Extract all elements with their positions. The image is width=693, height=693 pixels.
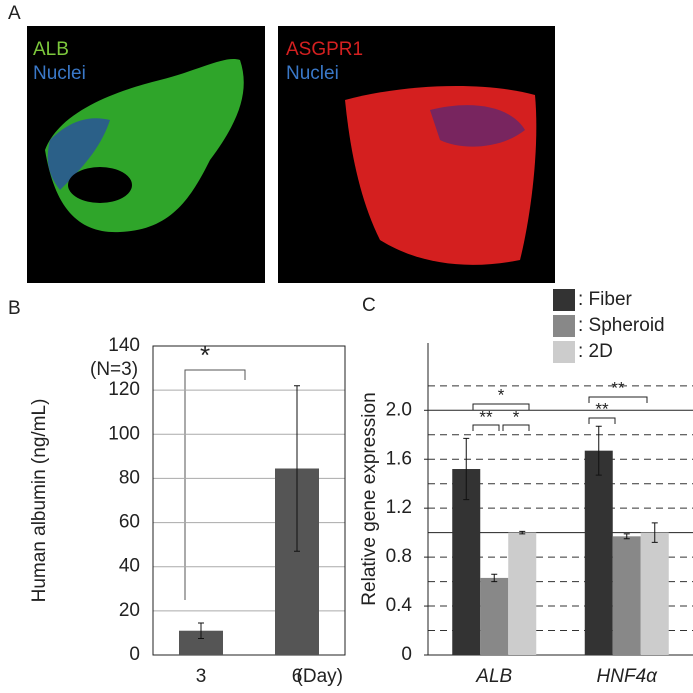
y-tick-label: 0.4: [386, 595, 413, 616]
legend-swatch: [553, 315, 575, 337]
y-tick-label: 0: [401, 644, 412, 665]
y-tick-label: 1.6: [386, 448, 412, 469]
error-bar: [491, 573, 498, 583]
y-tick-label: 80: [119, 467, 140, 488]
x-tick-label: ALB: [475, 666, 512, 687]
annotation: *: [498, 385, 505, 404]
bar: [640, 532, 669, 655]
x-tick-label: HNF4α: [597, 666, 659, 687]
bracket: [472, 396, 648, 431]
image-label: ALB: [33, 39, 69, 60]
panel-label: C: [362, 295, 376, 316]
x-tick-label: 3: [196, 666, 207, 687]
panel-label: A: [8, 3, 21, 24]
bracket: [184, 369, 246, 600]
x-tick-label: 6: [292, 666, 303, 687]
annotation: (N=3): [90, 359, 138, 380]
error-bar: [463, 437, 470, 501]
legend-label: : 2D: [578, 341, 613, 362]
nuclei: [47, 118, 110, 190]
error-bar: [294, 385, 300, 552]
y-tick-label: 40: [119, 556, 140, 577]
y-tick-label: 0: [129, 644, 140, 665]
error-bar: [595, 425, 602, 476]
error-bar: [623, 533, 630, 540]
y-axis-label: Relative gene expression: [359, 392, 380, 605]
y-tick-label: 60: [119, 512, 140, 533]
hole: [68, 167, 132, 203]
y-tick-label: 100: [108, 423, 140, 444]
error-bar: [198, 622, 204, 639]
y-tick-label: 140: [108, 335, 140, 356]
annotation: *: [200, 340, 210, 370]
legend-swatch: [553, 341, 575, 363]
plot-frame: [152, 345, 346, 656]
annotation: **: [611, 378, 625, 397]
error-bar: [651, 522, 658, 543]
bar: [508, 532, 537, 655]
annotation: *: [513, 407, 520, 426]
nuclei: [430, 105, 525, 147]
annotation: **: [479, 407, 493, 426]
legend-swatch: [553, 289, 575, 311]
bar: [480, 577, 509, 655]
legend-label: : Spheroid: [578, 315, 665, 336]
image-label: ASGPR1: [286, 39, 363, 60]
annotation: **: [595, 399, 609, 418]
bar: [584, 450, 613, 655]
legend-label: : Fiber: [578, 289, 633, 310]
bar: [612, 536, 641, 655]
error-bar: [519, 530, 526, 535]
y-tick-label: 2.0: [386, 399, 412, 420]
image-label: Nuclei: [33, 63, 86, 84]
image-label: Nuclei: [286, 63, 339, 84]
x-axis-label: (Day): [297, 666, 343, 687]
y-tick-label: 20: [119, 600, 140, 621]
y-tick-label: 120: [108, 379, 140, 400]
y-tick-label: 1.2: [386, 497, 412, 518]
y-tick-label: 0.8: [386, 546, 412, 567]
y-axis-label: Human albumin (ng/mL): [29, 399, 50, 603]
panel-label: B: [8, 298, 21, 319]
